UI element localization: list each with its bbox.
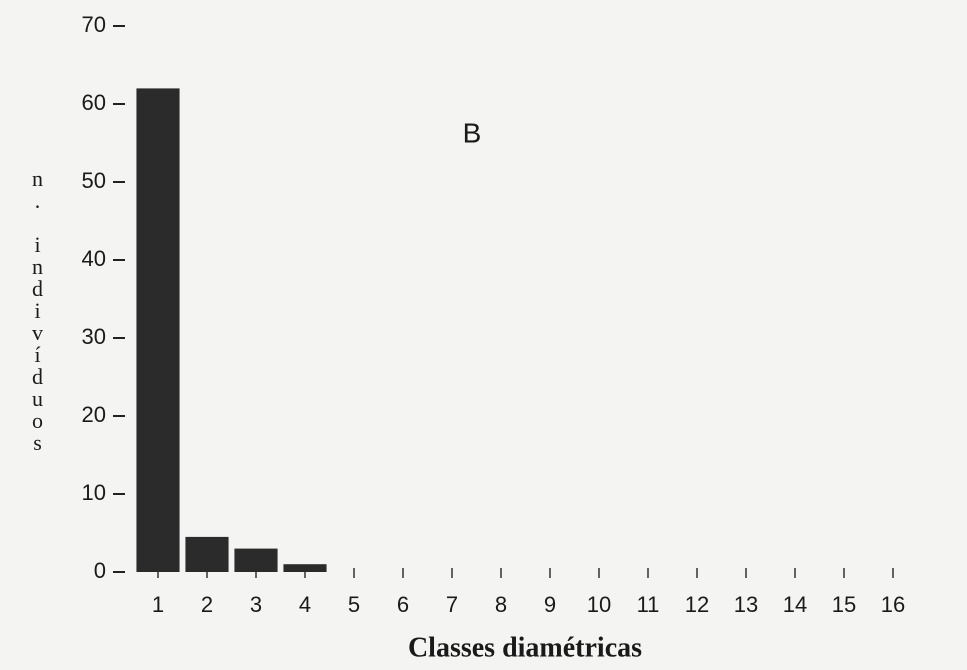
- x-tick-label: 5: [348, 592, 360, 617]
- y-tick-label: 20: [82, 402, 106, 427]
- x-tick-label: 11: [637, 592, 660, 617]
- x-tick-label: 6: [397, 592, 409, 617]
- x-axis-label: Classes diamétricas: [408, 632, 642, 663]
- y-tick-label: 50: [82, 168, 106, 193]
- x-tick-label: 13: [734, 592, 758, 617]
- bar: [234, 548, 278, 572]
- x-tick-label: 1: [152, 592, 164, 617]
- x-tick-label: 14: [783, 592, 807, 617]
- y-tick-label: 0: [94, 558, 106, 583]
- y-tick-label: 60: [82, 90, 106, 115]
- x-tick-label: 16: [881, 592, 905, 617]
- y-axis-label: n. indivíduos: [25, 166, 50, 452]
- x-tick-label: 2: [201, 592, 213, 617]
- y-tick-label: 30: [82, 324, 106, 349]
- bar: [283, 564, 327, 572]
- x-tick-label: 9: [544, 592, 556, 617]
- x-tick-label: 3: [250, 592, 262, 617]
- y-tick-label: 10: [82, 480, 106, 505]
- x-tick-label: 15: [832, 592, 856, 617]
- x-tick-label: 8: [495, 592, 507, 617]
- bar: [185, 536, 229, 572]
- x-tick-label: 12: [685, 592, 709, 617]
- x-tick-label: 7: [446, 592, 458, 617]
- y-tick-label: 70: [82, 12, 106, 37]
- y-tick-label: 40: [82, 246, 106, 271]
- x-tick-label: 10: [587, 592, 611, 617]
- bar: [136, 88, 180, 573]
- x-tick-label: 4: [299, 592, 311, 617]
- annotation: B: [463, 117, 482, 148]
